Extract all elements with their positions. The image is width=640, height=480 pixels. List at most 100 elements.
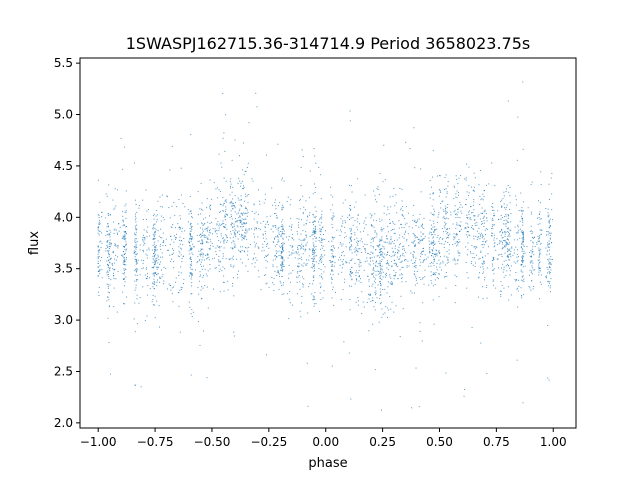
- data-point: [548, 258, 550, 260]
- data-point: [240, 258, 242, 260]
- data-point: [236, 221, 238, 223]
- data-point: [482, 247, 484, 249]
- data-point: [491, 269, 493, 271]
- data-point: [420, 253, 422, 255]
- data-point: [375, 199, 376, 201]
- data-point: [157, 254, 159, 256]
- data-point: [159, 281, 161, 283]
- data-point: [282, 264, 284, 265]
- data-point: [379, 241, 381, 243]
- data-point: [375, 265, 377, 267]
- data-point: [160, 220, 162, 222]
- data-point: [300, 166, 302, 168]
- data-point: [392, 195, 394, 197]
- data-point: [493, 237, 495, 239]
- data-point: [107, 266, 109, 268]
- data-point: [322, 245, 324, 247]
- data-point: [363, 230, 365, 232]
- data-point: [350, 398, 352, 400]
- data-point: [107, 250, 109, 252]
- data-point: [272, 225, 274, 227]
- data-point: [430, 279, 432, 281]
- data-point: [223, 247, 225, 249]
- data-point: [381, 269, 383, 271]
- data-point: [521, 242, 523, 244]
- data-point: [522, 256, 524, 258]
- data-point: [428, 252, 430, 254]
- data-point: [236, 231, 238, 233]
- data-point: [546, 275, 548, 277]
- data-point: [502, 243, 504, 245]
- data-point: [415, 279, 417, 281]
- data-point: [418, 406, 420, 408]
- data-point: [108, 247, 110, 249]
- data-point: [483, 216, 485, 218]
- data-point: [163, 240, 164, 242]
- data-point: [277, 236, 279, 238]
- data-point: [302, 212, 304, 214]
- data-point: [533, 254, 535, 256]
- data-point: [428, 240, 430, 242]
- data-point: [134, 331, 136, 333]
- data-point: [109, 229, 111, 231]
- data-point: [365, 224, 367, 226]
- data-point: [169, 217, 171, 219]
- data-point: [221, 223, 223, 225]
- data-point: [394, 255, 396, 257]
- data-point: [254, 266, 256, 268]
- data-point: [306, 219, 308, 221]
- data-point: [232, 202, 234, 204]
- data-point: [431, 255, 432, 257]
- data-point: [396, 256, 398, 258]
- data-point: [482, 286, 484, 288]
- data-point: [152, 238, 154, 240]
- data-point: [106, 300, 108, 302]
- data-point: [274, 238, 276, 240]
- data-point: [458, 241, 460, 243]
- data-point: [538, 238, 540, 240]
- data-point: [281, 257, 283, 259]
- data-point: [331, 270, 333, 272]
- data-point: [275, 205, 277, 207]
- data-point: [305, 200, 307, 202]
- data-point: [281, 245, 283, 247]
- data-point: [247, 270, 249, 272]
- data-point: [114, 244, 116, 246]
- data-point: [141, 268, 143, 270]
- data-point: [206, 227, 208, 229]
- data-point: [136, 259, 138, 261]
- data-point: [292, 237, 294, 239]
- data-point: [114, 268, 116, 270]
- data-point: [522, 235, 524, 237]
- x-tick-label: 0.00: [312, 435, 339, 449]
- data-point: [390, 277, 392, 279]
- data-point: [350, 240, 352, 242]
- data-point: [154, 264, 156, 266]
- data-point: [274, 270, 276, 272]
- data-point: [313, 216, 315, 218]
- data-point: [452, 223, 454, 225]
- data-point: [307, 312, 309, 314]
- data-point: [288, 254, 290, 256]
- data-point: [282, 282, 284, 284]
- data-point: [345, 262, 347, 264]
- data-point: [481, 198, 483, 200]
- data-point: [465, 204, 467, 206]
- data-point: [222, 257, 224, 259]
- data-point: [538, 216, 540, 218]
- data-point: [498, 254, 500, 256]
- data-point: [501, 256, 503, 258]
- data-point: [162, 245, 164, 247]
- data-point: [332, 255, 334, 257]
- data-point: [134, 247, 136, 249]
- data-point: [107, 223, 109, 225]
- data-point: [374, 230, 376, 232]
- data-point: [112, 251, 114, 252]
- data-point: [283, 265, 285, 267]
- data-point: [191, 309, 193, 311]
- data-point: [379, 244, 381, 246]
- data-point: [173, 201, 175, 203]
- data-point: [506, 243, 508, 245]
- data-point: [189, 233, 191, 235]
- data-point: [516, 256, 518, 258]
